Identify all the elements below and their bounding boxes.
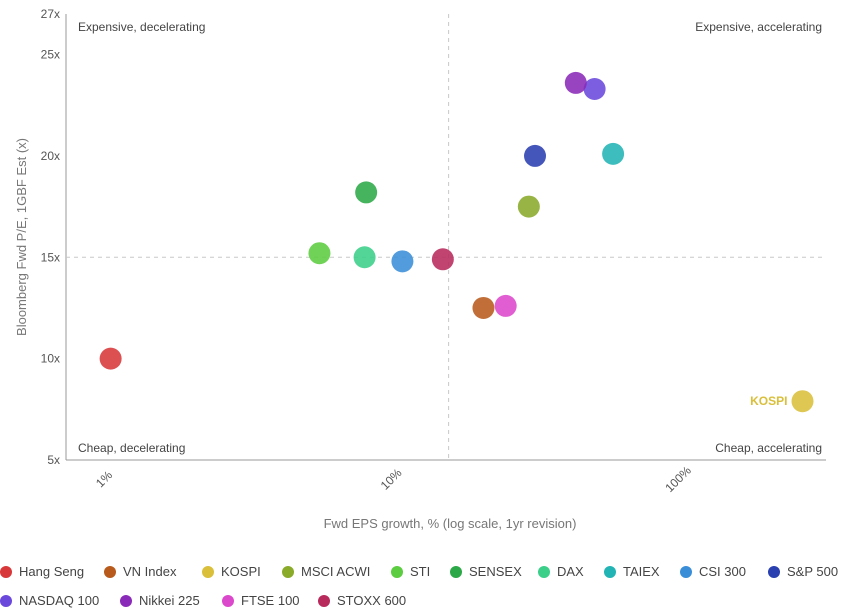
- axes: [65, 14, 826, 461]
- legend-item-sensex[interactable]: SENSEX: [450, 564, 522, 579]
- point-hang-seng[interactable]: [99, 347, 122, 370]
- point-nikkei-225[interactable]: [564, 71, 587, 94]
- y-tick-labels: 5x 10x 15x 20x 25x 27x: [41, 7, 60, 467]
- legend-label: CSI 300: [699, 564, 746, 579]
- legend-swatch: [222, 594, 234, 607]
- legend-item-nasdaq-100[interactable]: NASDAQ 100: [0, 593, 99, 608]
- y-tick-label: 25x: [41, 48, 60, 62]
- legend-swatch: [450, 565, 462, 578]
- legend-swatch: [202, 565, 214, 578]
- legend-label: SENSEX: [469, 564, 522, 579]
- legend-label: Hang Seng: [19, 564, 85, 579]
- legend-row-2: NASDAQ 100 Nikkei 225 FTSE 100 STOXX 600: [0, 593, 842, 615]
- point-sensex[interactable]: [355, 181, 378, 204]
- data-points: [99, 71, 814, 413]
- legend-label: MSCI ACWI: [301, 564, 371, 579]
- point-dax[interactable]: [353, 246, 376, 269]
- point-kospi[interactable]: [791, 390, 814, 413]
- point-taiex[interactable]: [602, 142, 625, 165]
- legend-swatch: [0, 594, 12, 607]
- legend-row-1: Hang Seng VN Index KOSPI MSCI ACWI STI SENSEX…: [0, 564, 842, 586]
- y-tick-label: 27x: [41, 7, 60, 21]
- quadrant-label-top-right: Expensive, accelerating: [695, 20, 822, 34]
- legend-item-vn-index[interactable]: VN Index: [104, 564, 176, 579]
- legend-item-stoxx-600[interactable]: STOXX 600: [318, 593, 406, 608]
- point-vn-index[interactable]: [472, 296, 495, 319]
- point-stoxx-600[interactable]: [431, 248, 454, 271]
- legend-item-taiex[interactable]: TAIEX: [604, 564, 660, 579]
- quadrant-label-top-left: Expensive, decelerating: [78, 20, 205, 34]
- legend-swatch: [104, 565, 116, 578]
- legend-item-nikkei-225[interactable]: Nikkei 225: [120, 593, 200, 608]
- y-tick-label: 5x: [47, 453, 60, 467]
- y-tick-label: 15x: [41, 250, 60, 264]
- point-csi-300[interactable]: [391, 250, 414, 273]
- quadrant-label-bottom-right: Cheap, accelerating: [715, 441, 822, 455]
- point-labels: KOSPI: [750, 394, 787, 408]
- x-tick-label: 10%: [378, 466, 405, 493]
- legend-item-sti[interactable]: STI: [391, 564, 430, 579]
- legend-label: STI: [410, 564, 431, 579]
- point-s-p-500[interactable]: [524, 144, 547, 167]
- legend-swatch: [120, 594, 132, 607]
- legend-swatch: [538, 565, 550, 578]
- legend-label: FTSE 100: [241, 593, 300, 608]
- legend-label: NASDAQ 100: [19, 593, 100, 608]
- point-nasdaq-100[interactable]: [583, 78, 606, 101]
- legend-item-ftse-100[interactable]: FTSE 100: [222, 593, 300, 608]
- legend-item-kospi[interactable]: KOSPI: [202, 564, 261, 579]
- legend-item-s-p-500[interactable]: S&P 500: [768, 564, 838, 579]
- legend-swatch: [318, 594, 330, 607]
- legend-label: Nikkei 225: [139, 593, 200, 608]
- legend-swatch: [604, 565, 616, 578]
- legend-swatch: [768, 565, 780, 578]
- x-tick-label: 100%: [662, 463, 694, 495]
- point-sti[interactable]: [308, 242, 331, 265]
- legend-swatch: [0, 565, 12, 578]
- y-axis-title: Bloomberg Fwd P/E, 1GBF Est (x): [14, 138, 29, 336]
- y-tick-label: 20x: [41, 149, 60, 163]
- legend-item-dax[interactable]: DAX: [538, 564, 584, 579]
- legend-label: TAIEX: [623, 564, 660, 579]
- legend-swatch: [391, 565, 403, 578]
- point-label-kospi: KOSPI: [750, 394, 787, 408]
- x-tick-label: 1%: [93, 468, 115, 490]
- point-ftse-100[interactable]: [494, 294, 517, 317]
- legend-item-msci-acwi[interactable]: MSCI ACWI: [282, 564, 370, 579]
- legend-label: VN Index: [123, 564, 177, 579]
- x-axis-title: Fwd EPS growth, % (log scale, 1yr revisi…: [324, 516, 577, 531]
- y-tick-label: 10x: [41, 352, 60, 366]
- legend-swatch: [282, 565, 294, 578]
- legend-swatch: [680, 565, 692, 578]
- quadrant-label-bottom-left: Cheap, decelerating: [78, 441, 185, 455]
- legend-label: S&P 500: [787, 564, 839, 579]
- point-msci-acwi[interactable]: [517, 195, 540, 218]
- legend-label: DAX: [557, 564, 584, 579]
- legend-item-hang-seng[interactable]: Hang Seng: [0, 564, 84, 579]
- legend-label: STOXX 600: [337, 593, 407, 608]
- x-tick-labels: 1% 10% 100%: [93, 463, 694, 495]
- legend-item-csi-300[interactable]: CSI 300: [680, 564, 746, 579]
- legend-label: KOSPI: [221, 564, 261, 579]
